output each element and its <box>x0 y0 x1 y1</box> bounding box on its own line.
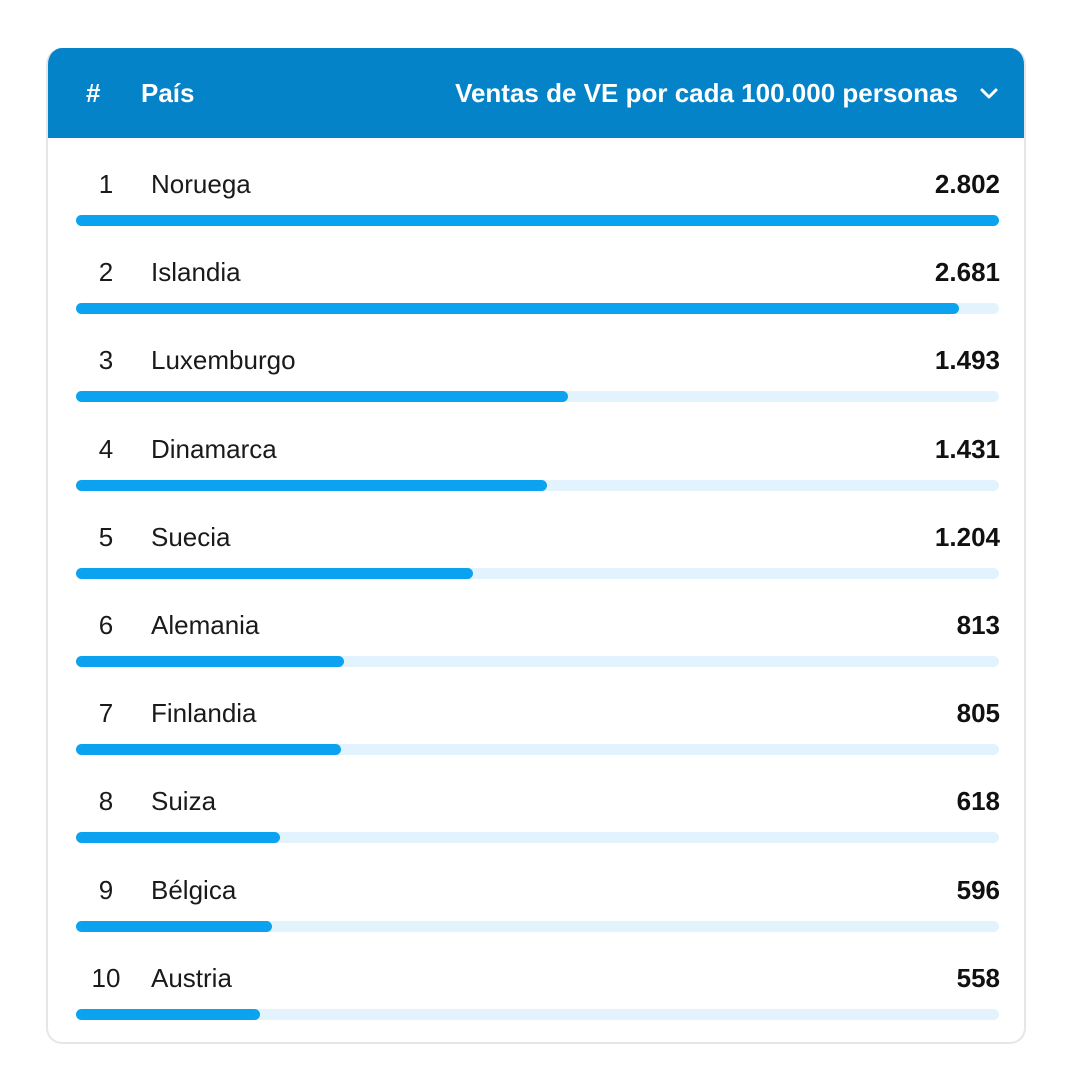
rank-column-header: # <box>86 78 101 108</box>
row-value: 813 <box>956 609 1000 640</box>
row-country: Islandia <box>151 257 241 288</box>
chevron-down-icon[interactable] <box>978 82 1000 104</box>
table-row: 4 Dinamarca 1.431 <box>48 403 1024 491</box>
row-rank: 9 <box>98 874 114 905</box>
bar-fill <box>76 655 344 667</box>
row-country: Alemania <box>151 609 260 640</box>
bar-track <box>76 744 999 756</box>
row-country: Luxemburgo <box>151 345 296 376</box>
bar-fill <box>76 832 280 844</box>
row-value: 1.431 <box>934 433 1000 464</box>
table-row: 10 Austria 558 <box>48 932 1024 1020</box>
row-country: Suiza <box>151 786 217 817</box>
row-country: Noruega <box>151 169 251 199</box>
row-value: 558 <box>956 962 1000 993</box>
table-row: 3 Luxemburgo 1.493 <box>48 314 1024 403</box>
bar-fill <box>76 391 568 403</box>
metric-selector[interactable]: Ventas de VE por cada 100.000 personas <box>455 78 958 108</box>
row-value: 1.493 <box>934 345 1000 376</box>
bar-fill <box>76 303 960 315</box>
row-country: Bélgica <box>151 874 237 905</box>
table-row: 7 Finlandia 805 <box>48 667 1024 756</box>
bar-track <box>76 479 999 491</box>
bar-track <box>76 567 999 579</box>
table-row: 1 Noruega 2.802 <box>48 138 1024 226</box>
row-rank: 3 <box>98 345 114 376</box>
table-row: 6 Alemania 813 <box>48 579 1024 667</box>
ranking-table: # País Ventas de VE por cada 100.000 per… <box>46 48 1026 1044</box>
bar-track <box>76 832 999 844</box>
row-rank: 6 <box>98 609 114 640</box>
row-rank: 5 <box>98 521 114 552</box>
table-body: 1 Noruega 2.802 2 Islandia 2.681 3 Luxemburgo 1.… <box>48 138 1024 1020</box>
row-rank: 7 <box>98 698 114 729</box>
row-rank: 1 <box>98 169 114 199</box>
row-value: 2.681 <box>934 257 1000 288</box>
bar-track <box>76 920 999 932</box>
row-value: 1.204 <box>934 521 1000 552</box>
bar-track <box>76 391 999 403</box>
row-country: Austria <box>151 962 232 993</box>
row-rank: 4 <box>98 433 114 464</box>
table-header: # País Ventas de VE por cada 100.000 per… <box>48 48 1024 138</box>
bar-track <box>76 303 999 315</box>
row-value: 805 <box>956 698 1000 729</box>
table-row: 5 Suecia 1.204 <box>48 491 1024 579</box>
row-rank: 2 <box>98 257 114 288</box>
row-value: 596 <box>956 874 1000 905</box>
country-column-header: País <box>141 78 195 108</box>
row-value: 2.802 <box>934 169 1000 199</box>
row-country: Finlandia <box>151 698 257 729</box>
bar-fill <box>76 920 273 932</box>
table-row: 9 Bélgica 596 <box>48 844 1024 932</box>
bar-fill <box>76 567 473 579</box>
row-country: Suecia <box>151 521 231 552</box>
bar-track <box>76 215 999 226</box>
bar-fill <box>76 479 548 491</box>
bar-fill <box>76 744 342 756</box>
bar-fill <box>76 215 999 226</box>
table-row: 8 Suiza 618 <box>48 755 1024 844</box>
bar-track <box>76 1008 999 1020</box>
table-row: 2 Islandia 2.681 <box>48 226 1024 315</box>
row-rank: 10 <box>91 962 121 993</box>
bar-fill <box>76 1008 260 1020</box>
bar-track <box>76 655 999 667</box>
row-rank: 8 <box>98 786 114 817</box>
row-country: Dinamarca <box>151 433 277 464</box>
row-value: 618 <box>956 786 1000 817</box>
